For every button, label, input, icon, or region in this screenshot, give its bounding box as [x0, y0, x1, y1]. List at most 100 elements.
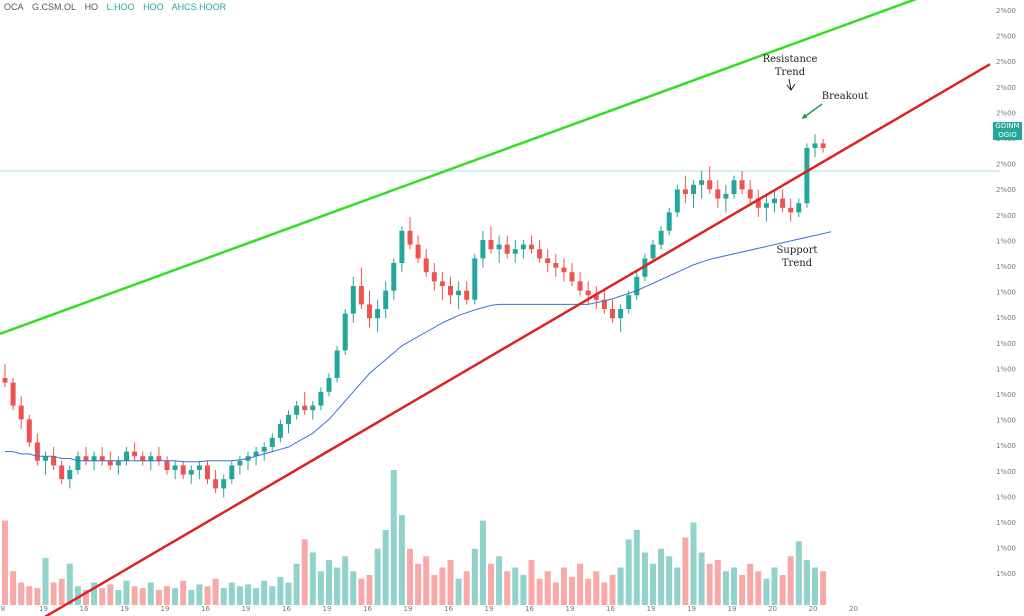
candle: [739, 171, 745, 194]
candle: [269, 433, 275, 452]
x-axis: 8 19 16 19 19 16 19 16 19 16 19 16 19 16 19 16 19 19 19 20 2…: [1, 605, 858, 613]
candle: [520, 240, 526, 259]
candle: [318, 387, 324, 411]
y-tick-label: 2%00: [996, 7, 1016, 15]
candle: [431, 263, 437, 291]
y-tick-label: 2%00: [996, 161, 1016, 169]
candle: [245, 451, 251, 470]
x-tick-label: 16: [606, 605, 615, 613]
x-tick-label: 19: [404, 605, 413, 613]
support-annotation: Support Trend: [777, 245, 818, 269]
candle: [480, 230, 486, 268]
candle: [350, 276, 356, 323]
candle: [237, 456, 243, 475]
y-tick-label: 2%00: [996, 186, 1016, 194]
candle: [415, 235, 421, 263]
candle: [34, 433, 40, 466]
candle: [172, 460, 178, 480]
resistance-annotation: Resistance Trend: [763, 54, 818, 91]
candle: [577, 272, 583, 296]
volume-bar: [447, 560, 454, 605]
volume-bar: [601, 582, 608, 605]
volume-bar: [682, 537, 689, 605]
x-tick-label: 19: [242, 605, 251, 613]
volume-bar: [50, 582, 57, 605]
support-label-line1: Support: [777, 245, 818, 256]
volume-bar: [407, 548, 413, 605]
volume-bar: [123, 580, 130, 605]
volume-bar: [520, 575, 527, 605]
candle: [763, 194, 769, 222]
volume-bar: [747, 563, 754, 605]
volume-bar: [58, 578, 65, 605]
price-tag-line2: OGIO: [998, 131, 1017, 139]
volume-bar: [512, 567, 519, 605]
candle: [569, 263, 575, 286]
y-tick-label: 2%00: [996, 58, 1016, 66]
candle: [464, 281, 470, 305]
volume-bar: [269, 586, 276, 605]
support-trend-line: [43, 63, 991, 616]
candle: [18, 396, 24, 429]
volume-bar: [334, 567, 341, 605]
x-tick-label: 19: [687, 605, 696, 613]
candle: [221, 474, 227, 498]
volume-bar: [812, 567, 818, 605]
candle: [780, 189, 786, 213]
candle: [804, 143, 810, 208]
candle: [51, 447, 57, 470]
volume-bar: [820, 571, 827, 605]
x-tick-label: 20: [809, 605, 818, 613]
volume-bar: [552, 582, 559, 605]
candle: [205, 460, 210, 484]
legend-open: HO: [84, 2, 99, 12]
volume-bar: [528, 560, 535, 605]
y-tick-label: 2%00: [996, 84, 1016, 92]
y-tick-label: 1%00: [996, 391, 1016, 399]
support-label-line2: Trend: [782, 258, 813, 269]
volume-bar: [658, 548, 665, 605]
candle: [310, 401, 316, 420]
volume-bar: [722, 571, 729, 605]
candle: [731, 175, 737, 199]
candle: [358, 267, 364, 309]
candle: [504, 235, 510, 259]
x-tick-label: 16: [80, 605, 89, 613]
candle: [99, 447, 105, 466]
volume-bar: [10, 571, 17, 605]
y-tick-label: 2%00: [996, 33, 1016, 41]
volume-bar: [228, 582, 235, 605]
candle: [496, 235, 502, 263]
volume-bar: [471, 548, 478, 605]
moving-average-line: [5, 231, 832, 463]
candle: [772, 189, 777, 213]
candle: [650, 240, 656, 263]
y-tick-label: 2%00: [996, 109, 1016, 117]
volume-bar: [398, 515, 405, 605]
y-axis: 2%002%002%002%002%002%002%002%002%001%00…: [996, 7, 1016, 578]
candle: [601, 290, 607, 314]
candle: [448, 276, 453, 305]
volume-bar: [382, 530, 389, 605]
candle: [326, 373, 332, 397]
volume-bar: [560, 567, 567, 605]
candle: [691, 180, 696, 208]
volume-bar: [577, 563, 584, 605]
volume-bar: [155, 590, 162, 605]
volume-bar: [544, 571, 551, 605]
x-tick-label: 19: [161, 605, 170, 613]
candles: [2, 134, 826, 498]
volume-bar: [690, 522, 697, 605]
candle: [180, 460, 186, 480]
candle: [334, 345, 340, 383]
volume-bar: [431, 575, 438, 605]
volume-bar: [366, 575, 373, 605]
candle: [75, 451, 81, 475]
volume-bar: [714, 560, 721, 605]
volume-bar: [731, 567, 737, 605]
volume-bar: [390, 470, 397, 605]
volume-bar: [536, 578, 543, 605]
candle: [626, 290, 632, 314]
volume-bar: [488, 563, 494, 605]
